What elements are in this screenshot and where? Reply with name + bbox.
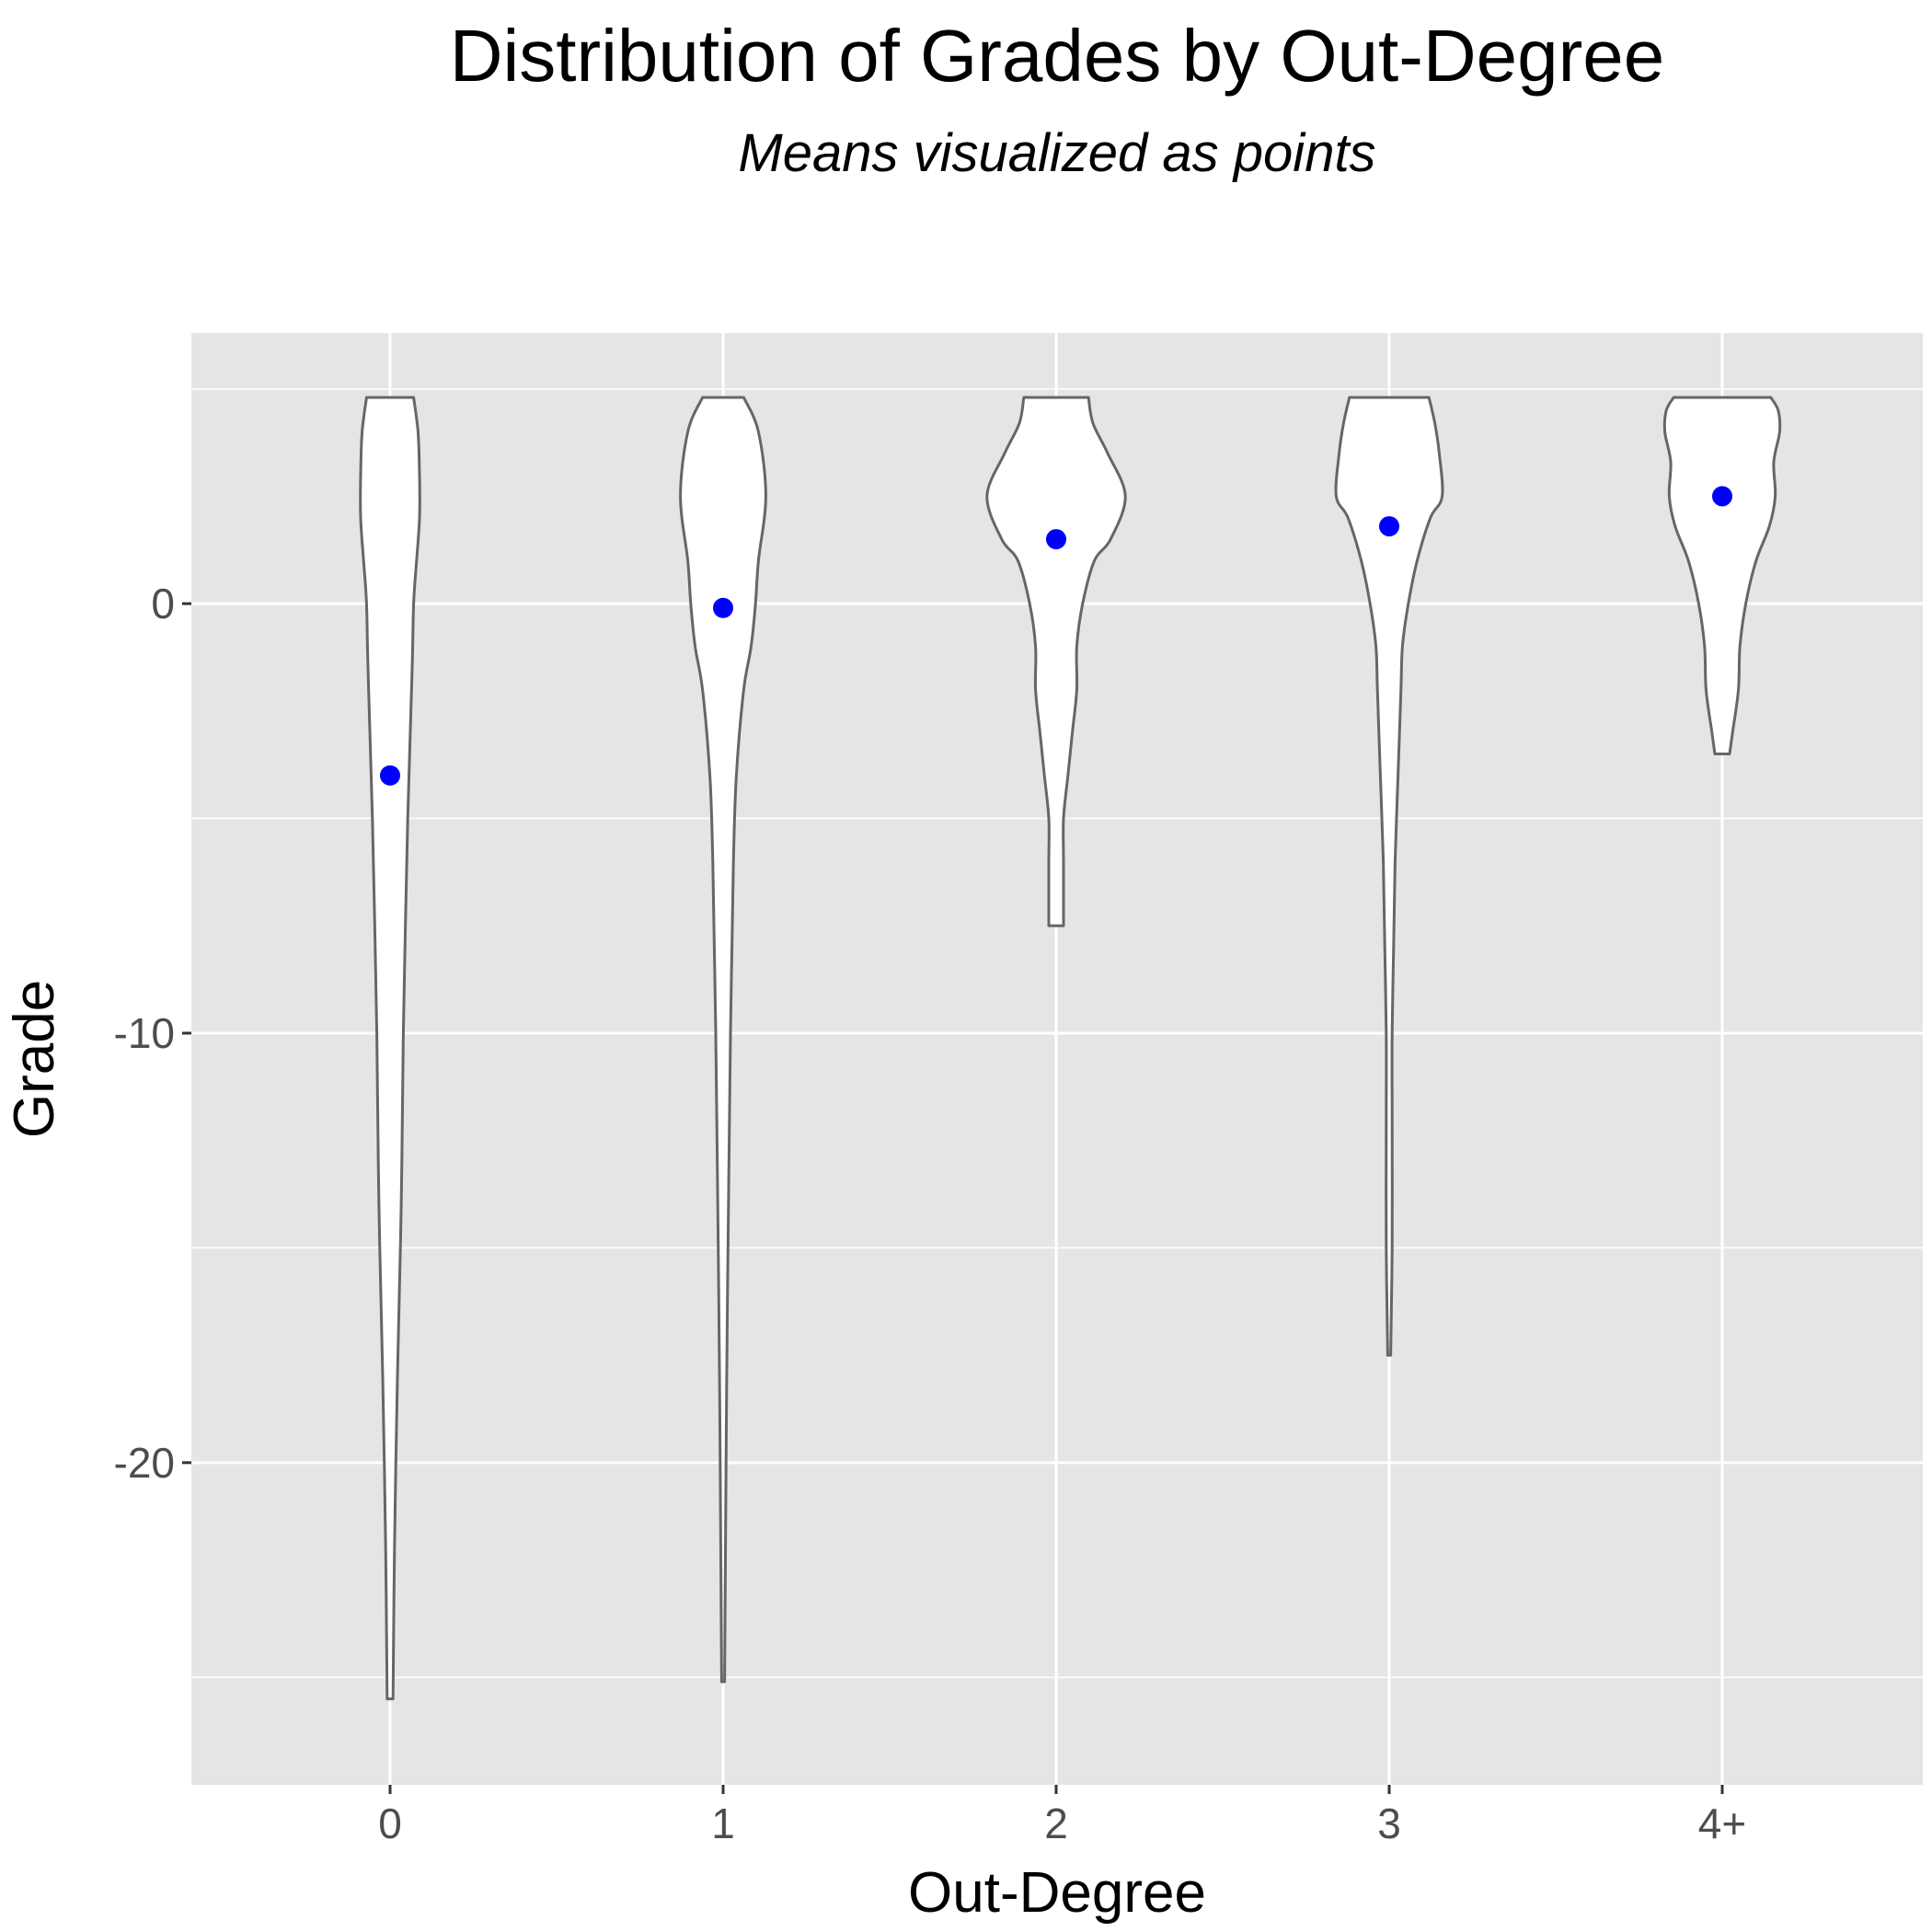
x-tick-label: 0 — [378, 1800, 402, 1847]
x-tick-label: 4+ — [1698, 1800, 1746, 1847]
violin-4plus — [1662, 396, 1782, 755]
violin-0 — [359, 396, 421, 1701]
y-axis-title: Grade — [3, 980, 66, 1138]
chart-title: Distribution of Grades by Out-Degree — [450, 15, 1665, 97]
violin-2 — [985, 396, 1127, 927]
violins — [359, 396, 1782, 1701]
chart-subtitle: Means visualized as points — [738, 123, 1375, 183]
violin-1 — [679, 396, 767, 1684]
violin-3 — [1334, 396, 1444, 1357]
y-tick-label: -20 — [114, 1439, 175, 1487]
y-tick-label: 0 — [151, 580, 175, 627]
mean-point-0 — [380, 765, 400, 786]
x-tick-label: 2 — [1044, 1800, 1068, 1847]
mean-point-3 — [1379, 516, 1399, 537]
mean-point-1 — [713, 597, 733, 618]
mean-point-2 — [1046, 529, 1066, 550]
mean-points — [380, 486, 1732, 786]
y-axis: 0 -10 -20 — [114, 580, 191, 1487]
y-tick-label: -10 — [114, 1009, 175, 1057]
x-tick-label: 1 — [711, 1800, 735, 1847]
x-axis-title: Out-Degree — [908, 1861, 1206, 1925]
x-tick-label: 3 — [1377, 1800, 1401, 1847]
x-axis: 0 1 2 3 4+ — [378, 1785, 1746, 1847]
mean-point-4plus — [1712, 486, 1732, 507]
